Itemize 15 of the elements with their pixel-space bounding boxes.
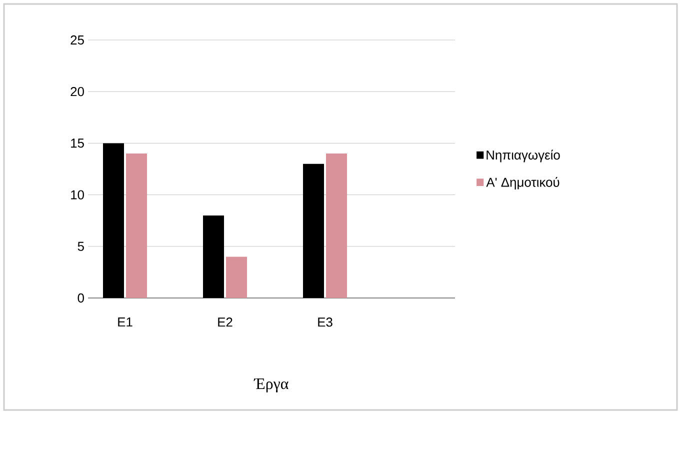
y-tick-label: 0 xyxy=(78,293,84,303)
y-tick-label: 5 xyxy=(78,242,84,251)
legend-label: Νηπιαγωγείο xyxy=(486,150,560,162)
y-tick-label: 15 xyxy=(71,138,84,148)
x-tick-label: E1 xyxy=(118,318,132,326)
y-tick-label: 25 xyxy=(70,35,84,45)
x-tick-label: E2 xyxy=(218,318,232,327)
bar xyxy=(126,154,147,298)
legend-label: Α' Δημοτικού xyxy=(486,176,560,190)
y-tick-label: 20 xyxy=(70,87,84,96)
bar xyxy=(326,154,347,298)
x-tick-label: E3 xyxy=(318,318,332,327)
y-tick-label: 10 xyxy=(71,190,84,200)
x-axis-title: Έργα xyxy=(254,378,288,392)
bar xyxy=(226,256,247,298)
